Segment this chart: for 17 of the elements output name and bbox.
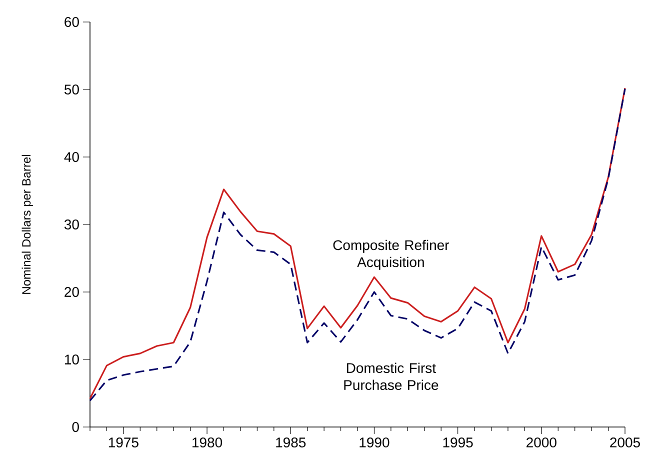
y-axis-title: Nominal Dollars per Barrel — [22, 154, 33, 294]
x-tick-label: 1975 — [108, 438, 138, 448]
x-tick-label: 2005 — [610, 438, 640, 448]
y-tick-label: 30 — [64, 220, 79, 230]
y-tick-label: 60 — [64, 17, 79, 27]
series-label: Composite Refiner Acquisition — [333, 240, 450, 270]
x-tick-label: 1995 — [443, 438, 473, 448]
y-tick-label: 10 — [64, 354, 79, 364]
y-tick-label: 20 — [64, 287, 79, 297]
x-tick-label: 1990 — [360, 438, 390, 448]
y-tick-label: 40 — [64, 152, 79, 162]
y-tick-label: 50 — [64, 84, 79, 94]
x-tick-label: 1985 — [276, 438, 306, 448]
x-tick-label: 1980 — [192, 438, 222, 448]
x-tick-label: 2000 — [526, 438, 556, 448]
y-tick-label: 0 — [72, 422, 79, 432]
series-label: Domestic First Purchase Price — [344, 362, 438, 390]
